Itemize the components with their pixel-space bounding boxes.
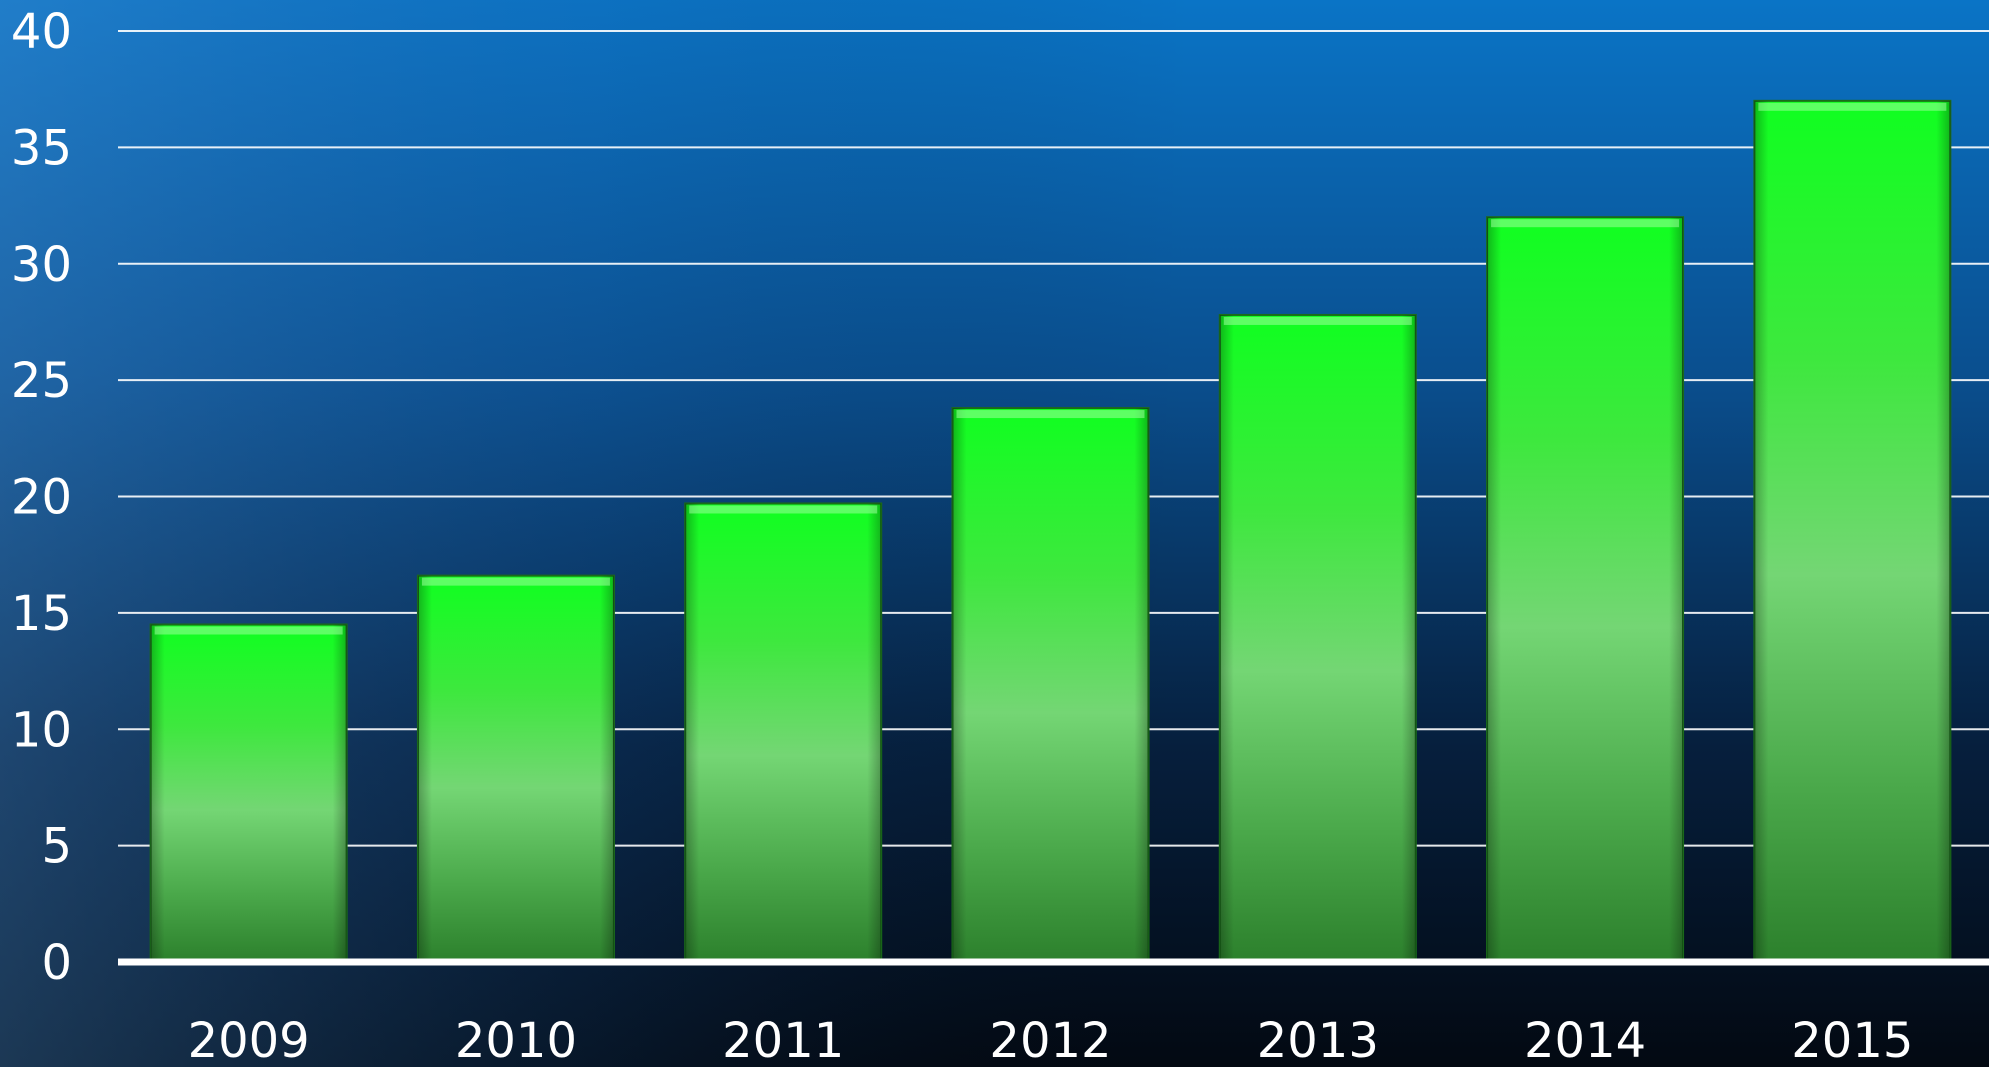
bar-bevel-top (956, 410, 1145, 419)
bar (951, 407, 1150, 963)
y-tick-label: 35 (11, 120, 72, 176)
bar-bevel-left (1754, 100, 1769, 962)
bar-bevel-top (1491, 219, 1680, 228)
bars (149, 99, 1952, 963)
y-tick-label: 10 (11, 702, 72, 758)
x-tick-label: 2009 (188, 1013, 310, 1067)
x-tick-label: 2014 (1524, 1013, 1646, 1067)
x-tick-label: 2013 (1257, 1013, 1379, 1067)
bar-bevel-top (154, 626, 343, 635)
bar-2013 (1218, 313, 1417, 963)
y-tick-label: 5 (41, 819, 72, 875)
x-tick-label: 2012 (989, 1013, 1111, 1067)
bar-bevel-top (689, 505, 878, 514)
bar-bevel-top (421, 577, 610, 586)
x-axis-tick-labels: 2009 2010 2011 2012 2013 2014 2015 (188, 1013, 1914, 1067)
bar-bevel-right (867, 503, 882, 962)
y-tick-label: 0 (41, 935, 72, 991)
bar (1218, 313, 1417, 963)
bar-2009 (149, 623, 348, 963)
y-tick-label: 25 (11, 353, 72, 409)
bar-bevel-right (1936, 100, 1951, 962)
x-tick-label: 2011 (722, 1013, 844, 1067)
bar-bevel-right (332, 624, 347, 962)
bar (1486, 216, 1685, 963)
bar-bevel-top (1223, 316, 1412, 325)
bar-bevel-right (599, 575, 614, 962)
bar-bevel-top (1758, 102, 1947, 111)
bar-2014 (1486, 216, 1685, 963)
x-tick-label: 2015 (1791, 1013, 1913, 1067)
bar-2015 (1753, 99, 1952, 963)
bar (1753, 99, 1952, 963)
bar (149, 623, 348, 963)
y-tick-label: 20 (11, 470, 72, 526)
y-tick-label: 15 (11, 586, 72, 642)
y-tick-label: 40 (11, 4, 72, 60)
bar-bevel-left (685, 503, 700, 962)
bar-2012 (951, 407, 1150, 963)
bar-bevel-right (1669, 217, 1684, 962)
bar-bevel-left (1219, 314, 1234, 963)
bar-bevel-left (1487, 217, 1502, 962)
bar-bevel-left (952, 408, 967, 962)
x-tick-label: 2010 (455, 1013, 577, 1067)
bar (684, 502, 883, 963)
bar (416, 574, 615, 963)
bar-bevel-right (1401, 314, 1416, 963)
y-tick-label: 30 (11, 237, 72, 293)
bar-bevel-right (1134, 408, 1149, 962)
bar-bevel-left (150, 624, 165, 962)
bar-2010 (416, 574, 615, 963)
y-axis-tick-labels: 0 5 10 15 20 25 30 35 40 (11, 4, 72, 991)
bar-2011 (684, 502, 883, 963)
bar-bevel-left (417, 575, 432, 962)
